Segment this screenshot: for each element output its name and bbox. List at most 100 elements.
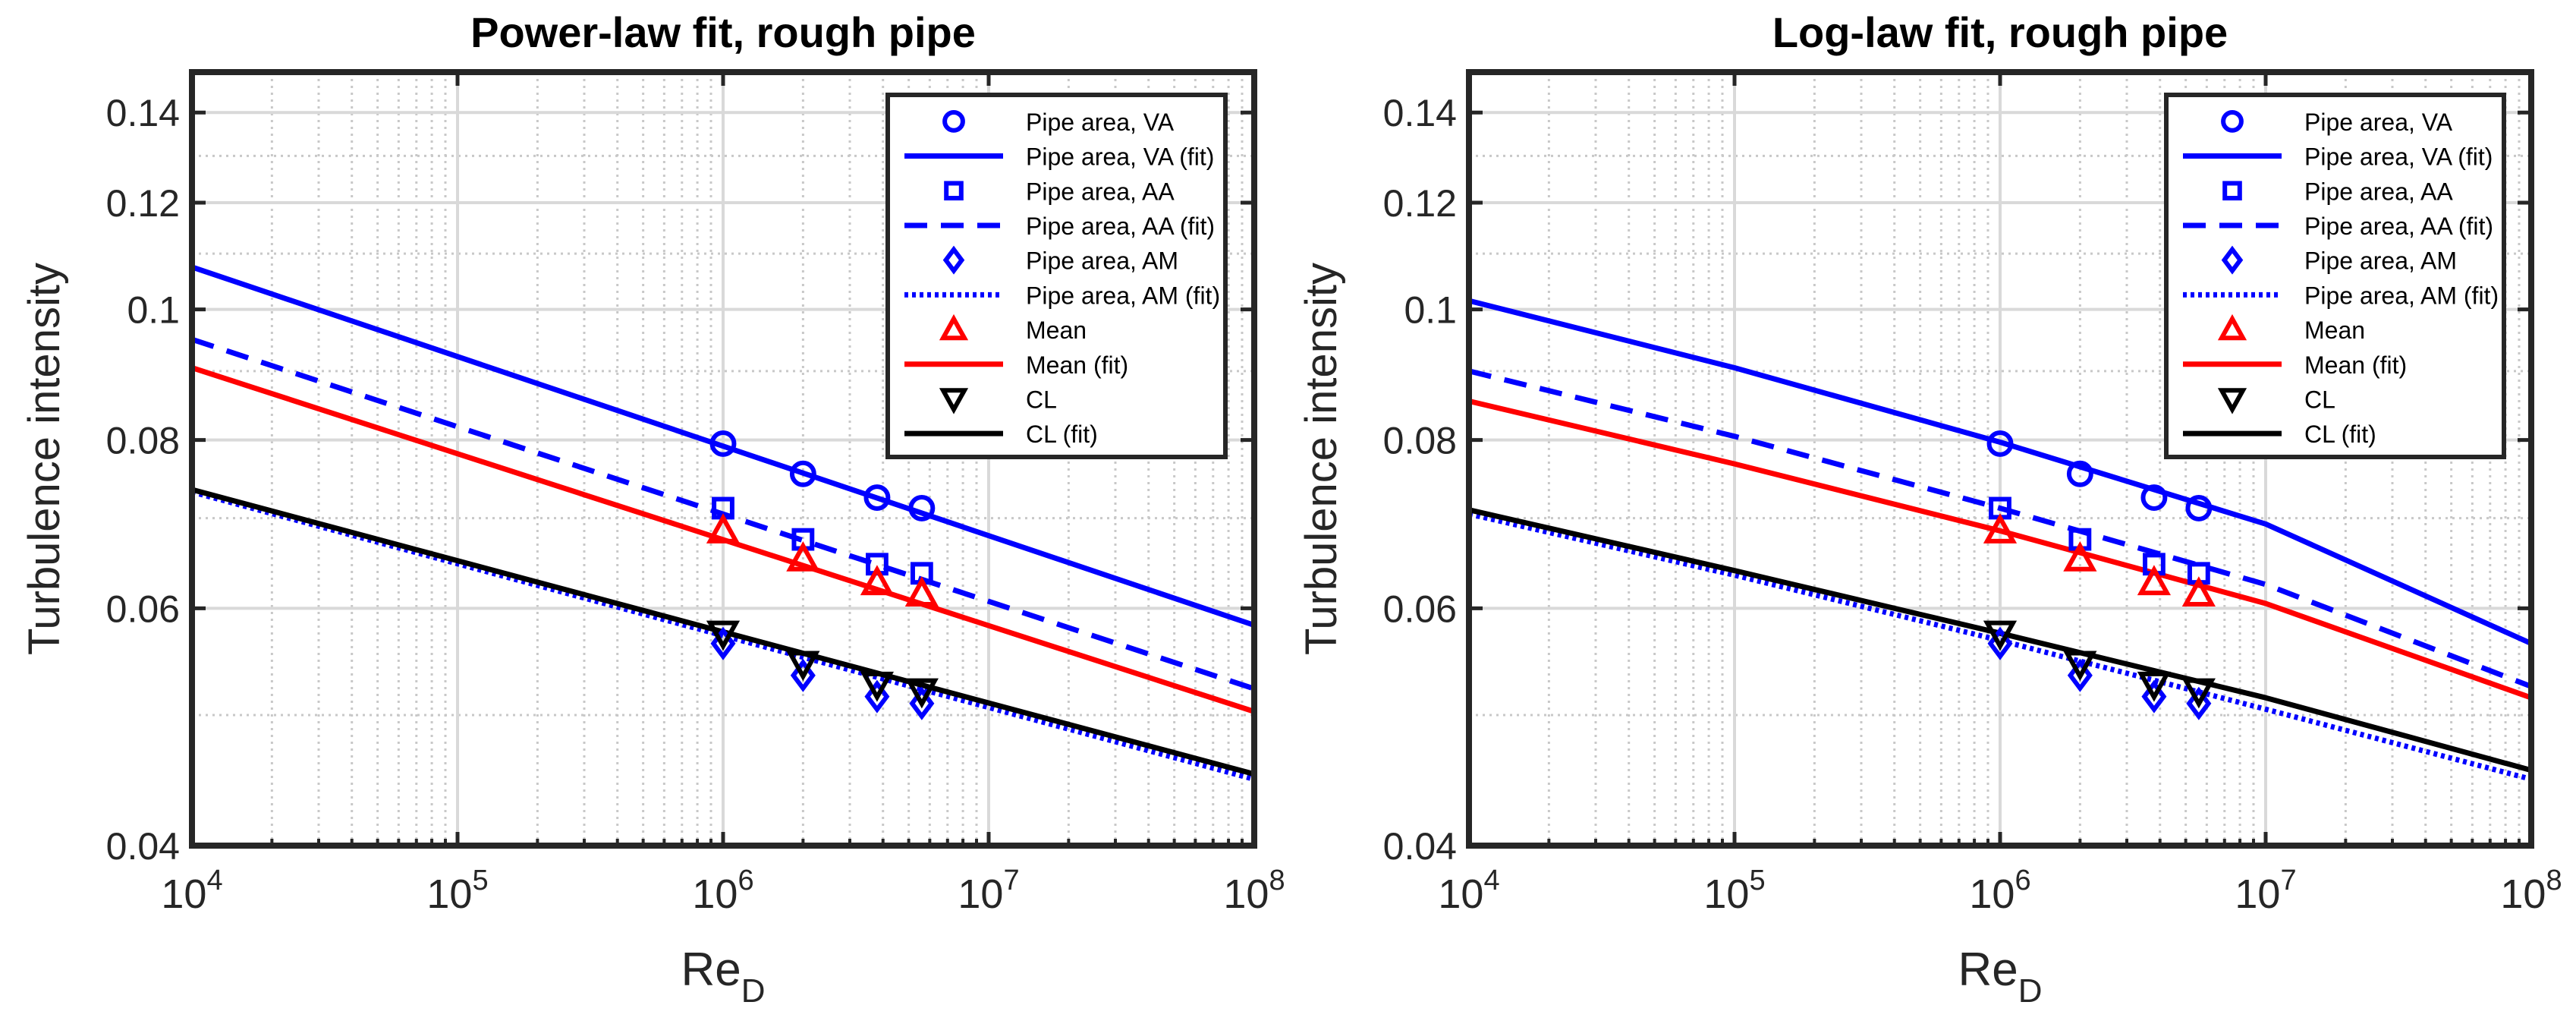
legend-item-label: Pipe area, AM (fit) [1026,282,1220,309]
y-tick-label: 0.08 [1383,420,1457,462]
legend-swatch-marker [944,181,964,201]
data-point-triangle-down [706,620,741,651]
data-point-circle [2185,495,2213,521]
legend-swatch-marker [939,314,969,341]
x-tick-label: 108 [1223,865,1285,917]
legend-swatch-marker [2221,245,2244,275]
y-tick-label: 0.04 [106,825,180,868]
data-point-diamond [864,679,890,714]
data-point-circle [2066,460,2093,487]
x-tick-label: 106 [692,865,753,917]
y-tick-label: 0.1 [1404,289,1457,332]
data-point-diamond [2067,658,2093,692]
legend-item-label: CL [1026,386,1057,413]
series-line-5 [1469,511,2531,782]
x-tick-label: 107 [2235,865,2296,917]
chart-title: Power-law fit, rough pipe [470,8,976,56]
legend-swatch-marker [942,109,965,133]
legend-item-label: CL (fit) [1026,421,1098,448]
y-tick-label: 0.14 [1383,92,1457,134]
legend-item-label: Pipe area, AA (fit) [1026,213,1215,240]
data-point-circle [1986,430,2014,457]
x-tick-label: 104 [1438,865,1499,917]
legend-item-label: Pipe area, AM [2304,247,2457,275]
legend-item-label: CL [2304,386,2335,413]
legend-item-label: Pipe area, VA [1026,109,1175,136]
chart-panel-1: 104 105 106 107 108 0.04 0.06 0.08 0.1 0.12 0.14 Po… [20,8,1285,1010]
series-line-7 [1469,398,2531,701]
series-group [192,264,1254,782]
legend-item-label: Mean [2304,317,2365,344]
series-line-3 [1469,368,2531,689]
data-point-triangle-up [706,513,741,544]
data-point-circle [789,460,816,487]
data-point-triangle-down [2063,651,2097,682]
data-point-triangle-down [2137,671,2172,702]
legend-swatch-marker [2217,388,2247,414]
y-tick-label: 0.06 [1383,588,1457,630]
x-tick-label: 106 [1969,865,2030,917]
x-axis-label: ReD [1958,944,2042,1010]
data-point-diamond [2141,679,2167,714]
data-point-triangle-up [786,540,820,572]
data-point-triangle-down [904,678,939,709]
x-tick-label: 107 [958,865,1019,917]
legend-item-label: Pipe area, AM [1026,247,1178,275]
legend-item-label: Pipe area, VA (fit) [2304,143,2493,171]
y-tick-label: 0.1 [127,289,180,332]
chart-panel-2: 104 105 106 107 108 0.04 0.06 0.08 0.1 0.12 0.14 Lo… [1297,8,2562,1010]
legend-item-label: Pipe area, AA [1026,178,1175,205]
data-point-triangle-up [2181,576,2216,607]
series-line-1 [1469,298,2531,646]
y-axis-label: Turbulence intensity [20,263,69,655]
legend: Pipe area, VA Pipe area, VA (fit) Pipe are… [2164,93,2506,459]
data-point-triangle-down [1983,620,2018,651]
x-tick-label: 104 [161,865,222,917]
data-point-circle [709,430,737,457]
data-point-diamond [2186,686,2212,720]
legend-item-label: Pipe area, AM (fit) [2304,282,2499,309]
y-axis-label: Turbulence intensity [1297,263,1346,655]
x-axis-label: ReD [681,944,765,1010]
data-point-triangle-up [1983,513,2018,544]
legend-item-label: CL (fit) [2304,421,2376,448]
data-point-diamond [909,686,935,720]
legend-item-label: Mean (fit) [2304,351,2407,379]
chart-title: Log-law fit, rough pipe [1772,8,2228,56]
legend-item-label: Pipe area, VA [2304,109,2453,136]
legend-item-label: Pipe area, VA (fit) [1026,143,1214,171]
data-point-circle [863,484,891,511]
series-line-1 [192,264,1254,628]
legend-swatch-marker [939,388,969,414]
x-tick-label: 108 [2500,865,2562,917]
data-point-triangle-up [2063,540,2097,572]
legend-swatch-marker [2221,109,2244,133]
y-tick-label: 0.06 [106,588,180,630]
legend-item-label: Pipe area, AA (fit) [2304,213,2493,240]
y-tick-label: 0.14 [106,92,180,134]
y-tick-label: 0.12 [106,182,180,225]
legend-item-label: Mean (fit) [1026,351,1128,379]
data-point-triangle-up [904,576,939,607]
legend-swatch-marker [942,245,965,275]
legend-item-label: Pipe area, AA [2304,178,2453,205]
data-point-triangle-down [860,671,895,702]
y-tick-label: 0.12 [1383,182,1457,225]
data-point-diamond [790,658,816,692]
legend: Pipe area, VA Pipe area, VA (fit) Pipe are… [885,93,1228,459]
data-point-circle [908,495,936,521]
data-point-triangle-down [786,651,820,682]
data-point-triangle-up [860,565,895,596]
y-tick-label: 0.08 [106,420,180,462]
data-point-circle [2140,484,2168,511]
y-tick-label: 0.04 [1383,825,1457,868]
x-tick-label: 105 [1703,865,1765,917]
data-point-triangle-down [2181,678,2216,709]
legend-swatch-marker [2222,181,2242,201]
x-tick-label: 105 [426,865,488,917]
series-line-5 [192,489,1254,782]
series-group [1469,298,2531,782]
data-point-triangle-up [2137,565,2172,596]
legend-item-label: Mean [1026,317,1087,344]
